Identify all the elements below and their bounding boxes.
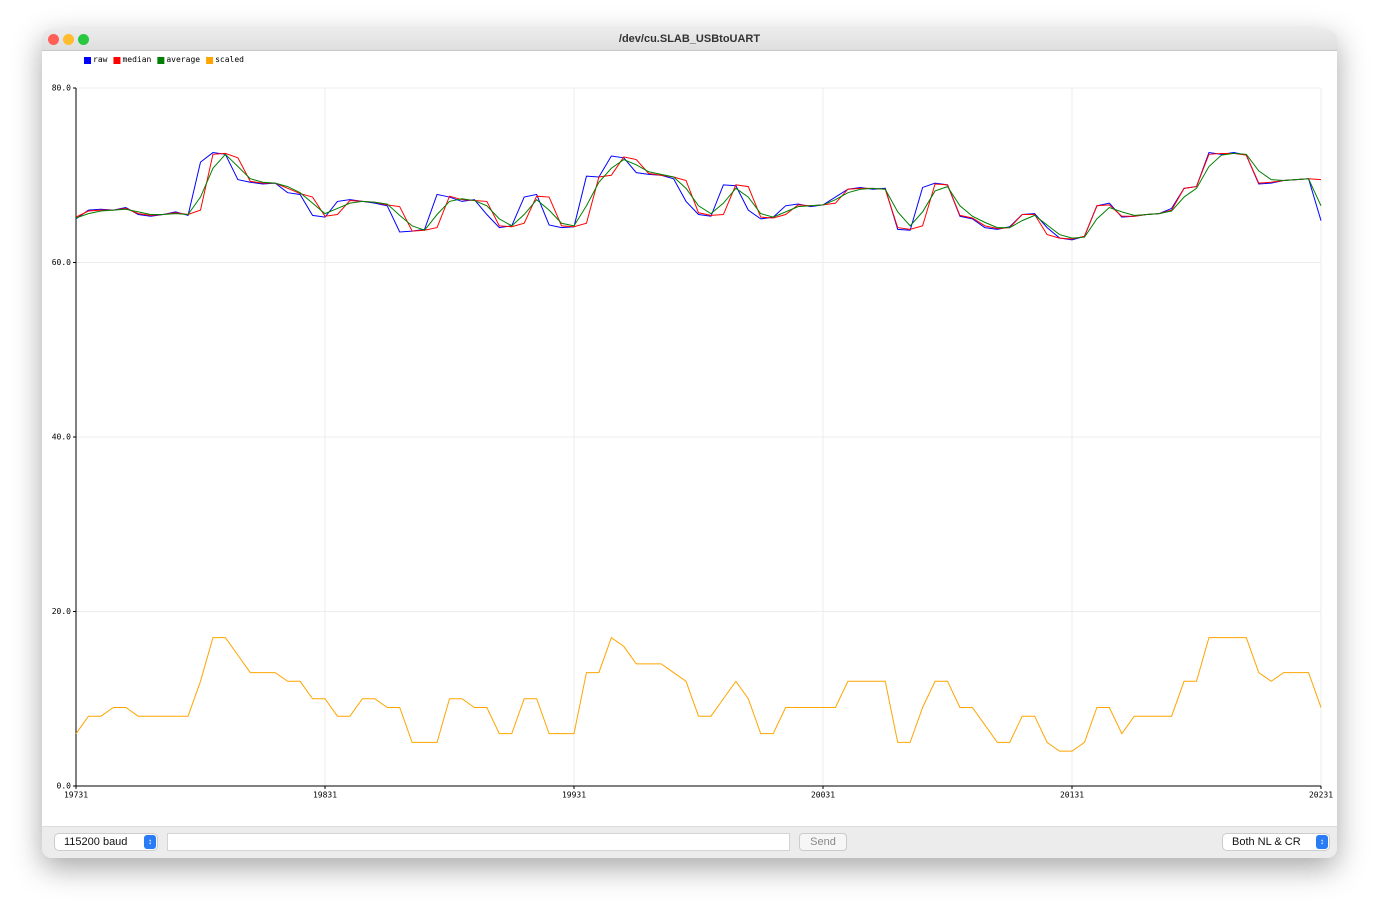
series-line (75, 152, 1322, 241)
legend-swatch (206, 57, 214, 64)
window: /dev/cu.SLAB_USBtoUART 0.0 20.0 40.0 60.0 80… (42, 29, 1337, 858)
baud-select[interactable]: 115200 baud ↕ (55, 834, 157, 850)
bottom-bar: 115200 baud ↕ Send Both NL & CR ↕ (42, 826, 1337, 858)
legend-swatch (157, 57, 165, 64)
x-tick-label: 20131 (1060, 791, 1084, 800)
stepper: ↕ (1316, 835, 1328, 849)
y-tick-label: 40.0 (52, 433, 71, 442)
legend-label: raw (93, 55, 108, 64)
baud-label: 115200 baud (64, 836, 128, 848)
series-line (75, 636, 1322, 752)
x-tick-label: 19831 (313, 791, 337, 800)
zoom-button[interactable] (78, 34, 89, 45)
x-tick-label: 19931 (562, 791, 586, 800)
message-input[interactable] (168, 834, 789, 850)
y-tick-label: 80.0 (52, 84, 71, 93)
legend-label: scaled (215, 55, 244, 64)
legend-swatch (84, 57, 91, 64)
y-tick-label: 20.0 (52, 607, 71, 616)
y-tick-label: 0.0 (57, 782, 72, 791)
legend-label: average (166, 55, 200, 64)
line-ending-select[interactable]: Both NL & CR ↕ (1223, 834, 1329, 850)
legend-label: median (122, 55, 151, 64)
y-tick-label: 60.0 (52, 258, 71, 267)
close-button[interactable] (48, 34, 59, 45)
x-tick-label: 20031 (811, 791, 835, 800)
line-ending-label: Both NL & CR (1232, 836, 1301, 848)
minimize-button[interactable] (63, 34, 74, 45)
legend-swatch (113, 57, 121, 64)
series-line (75, 152, 1322, 240)
x-tick-label: 20231 (1309, 791, 1333, 800)
send-button[interactable]: Send (800, 834, 846, 850)
window-title: /dev/cu.SLAB_USBtoUART (618, 33, 761, 45)
stepper: ↕ (144, 835, 156, 849)
chart: 0.0 20.0 40.0 60.0 80.0 19731 19831 19931 20031 2… (52, 55, 1333, 800)
title-bar: /dev/cu.SLAB_USBtoUART (42, 29, 1337, 51)
x-tick-label: 19731 (64, 791, 88, 800)
series-line (75, 152, 1322, 239)
